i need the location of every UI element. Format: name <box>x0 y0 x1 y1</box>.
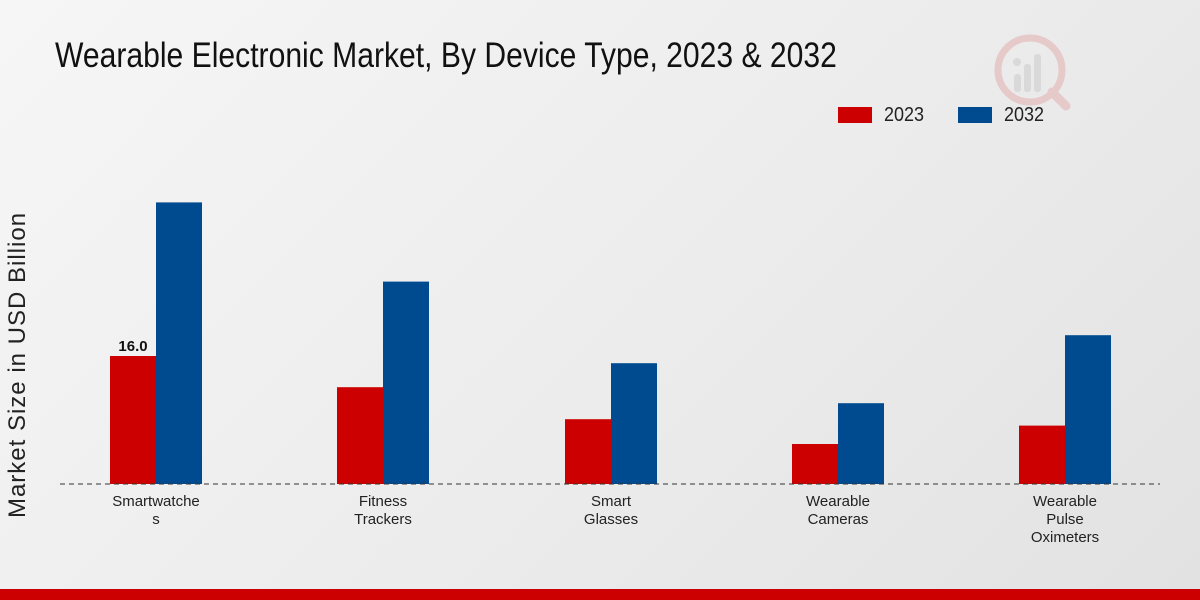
x-tick-label-smartglasses: Smart Glasses <box>584 493 638 528</box>
legend-swatch-2032 <box>958 107 992 123</box>
x-tick-label-fitnesstrackers: Fitness Trackers <box>354 493 412 528</box>
bar-2023-smartglasses <box>565 419 611 484</box>
bar-2023-wearablecameras <box>792 444 838 484</box>
bar-2032-wearablepulseoximeters <box>1065 335 1111 484</box>
bar-2032-smartglasses <box>611 363 657 484</box>
legend-label-2023: 2023 <box>884 103 925 126</box>
footer-bar <box>0 589 1200 600</box>
x-tick-label-smartwatches: Smartwatche s <box>112 493 200 528</box>
bar-2032-smartwatches <box>156 202 202 484</box>
legend-item-2032: 2032 <box>958 104 1049 126</box>
brand-logo-icon <box>994 34 1071 111</box>
bar-2032-fitnesstrackers <box>383 281 429 484</box>
legend-swatch-2023 <box>838 107 872 123</box>
data-label-2023-smartwatches: 16.0 <box>118 338 147 355</box>
bar-2023-wearablepulseoximeters <box>1019 425 1065 484</box>
legend-item-2023: 2023 <box>838 104 929 126</box>
bar-2023-smartwatches <box>110 356 156 484</box>
legend-label-2032: 2032 <box>1004 103 1045 126</box>
bar-2032-wearablecameras <box>838 403 884 484</box>
x-tick-label-wearablepulseoximeters: Wearable Pulse Oximeters <box>1031 493 1099 546</box>
chart-title: Wearable Electronic Market, By Device Ty… <box>55 36 837 75</box>
x-tick-label-wearablecameras: Wearable Cameras <box>806 493 870 528</box>
bar-2023-fitnesstrackers <box>337 387 383 484</box>
